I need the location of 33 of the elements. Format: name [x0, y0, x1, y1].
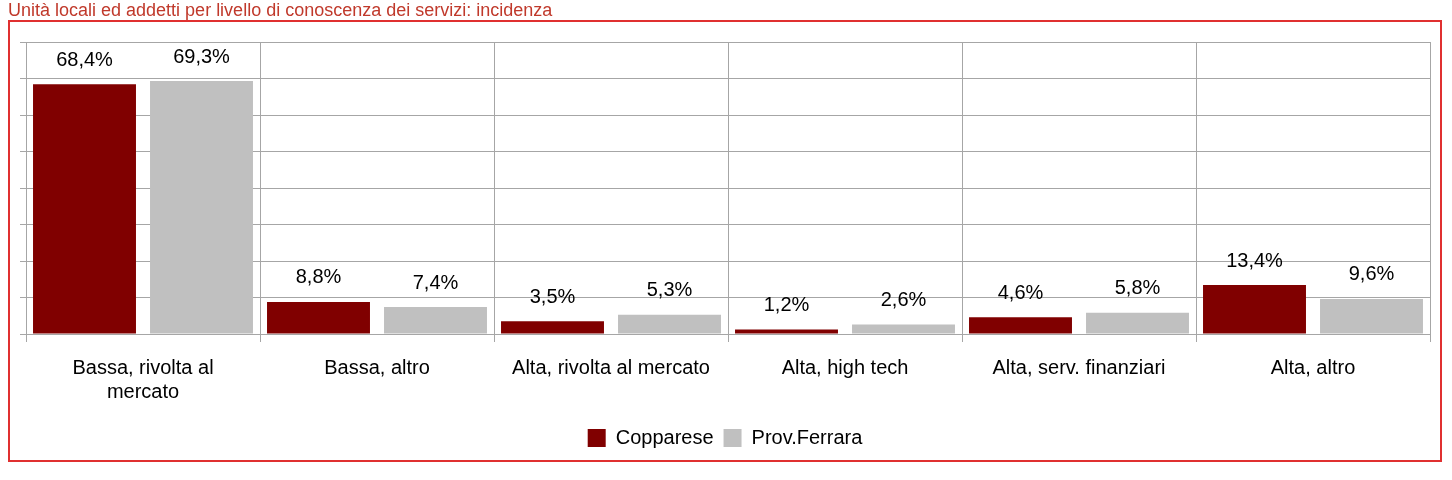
data-label: 5,8%	[1114, 276, 1161, 299]
bar	[501, 321, 604, 334]
x-tick-label: Alta, altro	[1270, 355, 1356, 378]
data-label: 8,8%	[295, 265, 342, 288]
data-label: 4,6%	[997, 280, 1044, 303]
data-label: 68,4%	[56, 47, 114, 70]
x-tick-label: Alta, rivolta al mercato	[512, 355, 710, 378]
x-tick-label: Bassa, rivolta al mercato	[72, 355, 214, 402]
legend-label: Prov.Ferrara	[751, 425, 864, 448]
bar	[735, 329, 838, 334]
legend-label: Copparese	[615, 425, 714, 448]
bar	[384, 306, 487, 334]
data-label: 5,3%	[646, 278, 693, 301]
data-label: 3,5%	[529, 284, 576, 307]
x-tick-label: Alta, serv. finanziari	[992, 355, 1166, 378]
bar	[1086, 312, 1189, 334]
data-label: 7,4%	[412, 270, 459, 293]
data-label: 2,6%	[880, 288, 927, 311]
chart-title: Unità locali ed addetti per livello di conoscenza dei servizi: incidenza	[8, 0, 554, 20]
bar	[618, 314, 721, 334]
bar	[1203, 285, 1306, 334]
bar	[1320, 298, 1423, 334]
data-label: 1,2%	[763, 293, 810, 316]
x-tick-label: Bassa, altro	[324, 355, 430, 378]
bar	[33, 84, 136, 334]
bar	[267, 301, 370, 334]
data-label: 69,3%	[173, 44, 231, 67]
bar	[852, 324, 955, 334]
data-label: 13,4%	[1226, 248, 1284, 271]
data-label: 9,6%	[1348, 262, 1395, 285]
bar	[969, 317, 1072, 334]
bar	[150, 81, 253, 334]
x-tick-label: Alta, high tech	[781, 355, 909, 378]
